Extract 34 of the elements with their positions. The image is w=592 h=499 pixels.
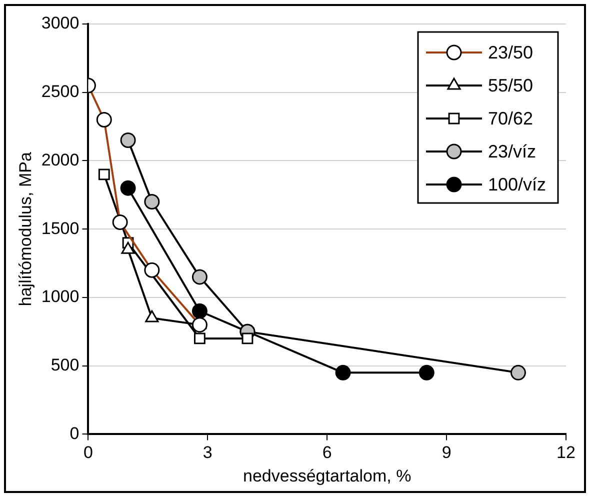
x-tick-label: 12 — [556, 443, 576, 462]
y-axis-title: hajlítómodulus, MPa — [16, 152, 35, 306]
legend-label: 55/50 — [488, 75, 534, 96]
legend-label: 23/víz — [488, 141, 536, 162]
point — [120, 132, 136, 148]
y-tick-label: 0 — [70, 424, 80, 443]
x-tick-label: 3 — [202, 443, 212, 462]
point — [192, 303, 208, 319]
point — [96, 112, 112, 128]
point — [192, 317, 208, 333]
point — [194, 332, 206, 344]
y-tick-label: 3000 — [41, 14, 80, 33]
point — [144, 262, 160, 278]
point — [120, 180, 136, 196]
point — [192, 269, 208, 285]
point — [418, 364, 434, 380]
point — [242, 332, 254, 344]
point — [510, 364, 526, 380]
x-tick-label: 9 — [442, 443, 452, 462]
y-tick-label: 2500 — [41, 82, 80, 102]
point — [112, 214, 128, 230]
point — [144, 194, 160, 210]
point — [98, 168, 110, 180]
y-tick-label: 1000 — [41, 287, 80, 306]
legend-label: 70/62 — [488, 108, 534, 128]
legend-label: 23/50 — [488, 42, 534, 62]
legend-label: 100/víz — [488, 174, 546, 194]
x-axis-title: nedvességtartalom, % — [243, 466, 412, 486]
x-tick-label: 0 — [83, 443, 93, 462]
y-tick-label: 1500 — [41, 218, 80, 238]
y-tick-label: 500 — [50, 356, 80, 375]
point — [335, 364, 351, 380]
x-tick-label: 6 — [322, 443, 332, 462]
y-tick-label: 2000 — [41, 150, 80, 170]
